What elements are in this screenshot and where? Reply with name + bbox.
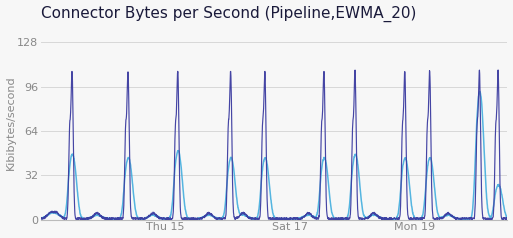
Text: Connector Bytes per Second (Pipeline,EWMA_20): Connector Bytes per Second (Pipeline,EWM…: [41, 5, 417, 22]
Y-axis label: Kibibytes/second: Kibibytes/second: [6, 75, 15, 170]
